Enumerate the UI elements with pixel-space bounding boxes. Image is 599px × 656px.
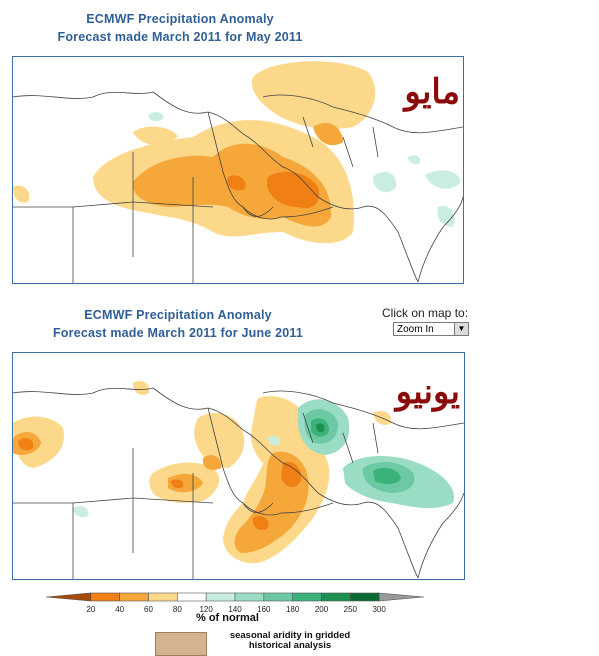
legend-swatch (119, 592, 149, 602)
map2-title-line2: Forecast made March 2011 for June 2011 (52, 326, 304, 340)
legend-swatch (350, 592, 380, 602)
legend-swatch (148, 592, 178, 602)
map1-title-line2: Forecast made March 2011 for May 2011 (57, 30, 303, 44)
map1-arabic-label: مايو (404, 72, 460, 112)
map-june-2011[interactable] (12, 352, 465, 580)
june-wet-200-250 (316, 423, 325, 433)
legend-swatch (205, 592, 236, 602)
may-wet-120-140 (148, 112, 461, 227)
june-dry-20-40 (18, 438, 302, 530)
legend-tick-label: 140 (228, 605, 242, 614)
click-on-map-label: Click on map to: (382, 306, 469, 320)
legend-swatch (90, 592, 120, 602)
map-may-svg (13, 61, 463, 283)
map-june-svg (13, 381, 464, 579)
legend-tick-label: 40 (115, 605, 124, 614)
may-coastlines (13, 91, 463, 283)
legend-tick-label: 80 (173, 605, 182, 614)
legend-swatch (292, 592, 322, 602)
june-coastlines (13, 387, 464, 579)
legend-tick-label: 250 (344, 605, 358, 614)
legend-tick-label: 180 (286, 605, 300, 614)
aridity-swatch (155, 632, 207, 656)
legend-swatch (263, 592, 293, 602)
legend-tick-label: 120 (199, 605, 213, 614)
legend-swatch (378, 592, 425, 602)
map2-arabic-label: يونيو (395, 372, 460, 412)
map-may-2011[interactable] (12, 56, 464, 284)
legend-unit-label: % of normal (196, 612, 259, 624)
map2-title-line1: ECMWF Precipitation Anomaly (84, 308, 272, 322)
legend-swatch (321, 592, 351, 602)
legend-tick-label: 20 (86, 605, 95, 614)
aridity-label: seasonal aridity in gridded historical a… (229, 630, 351, 651)
legend-swatch (177, 592, 207, 602)
legend-tick-label: 160 (257, 605, 271, 614)
legend-tick-label: 60 (144, 605, 153, 614)
chevron-down-icon[interactable]: ▼ (454, 323, 468, 335)
legend-swatch (234, 592, 265, 602)
legend-tick-label: 300 (372, 605, 386, 614)
legend-colorbar: 20 40 60 80 120 140 160 180 200 250 300 (45, 592, 425, 614)
may-dry-20-40 (227, 171, 320, 209)
legend-tick-label: 200 (315, 605, 329, 614)
map1-title-line1: ECMWF Precipitation Anomaly (86, 12, 274, 26)
map2-title: ECMWF Precipitation Anomaly Forecast mad… (18, 306, 338, 342)
june-wet-120-140 (73, 435, 281, 518)
map1-title: ECMWF Precipitation Anomaly Forecast mad… (20, 10, 340, 46)
zoom-select[interactable]: Zoom In ▼ (393, 322, 469, 336)
zoom-select-value: Zoom In (397, 324, 434, 335)
legend-swatch (45, 592, 92, 602)
